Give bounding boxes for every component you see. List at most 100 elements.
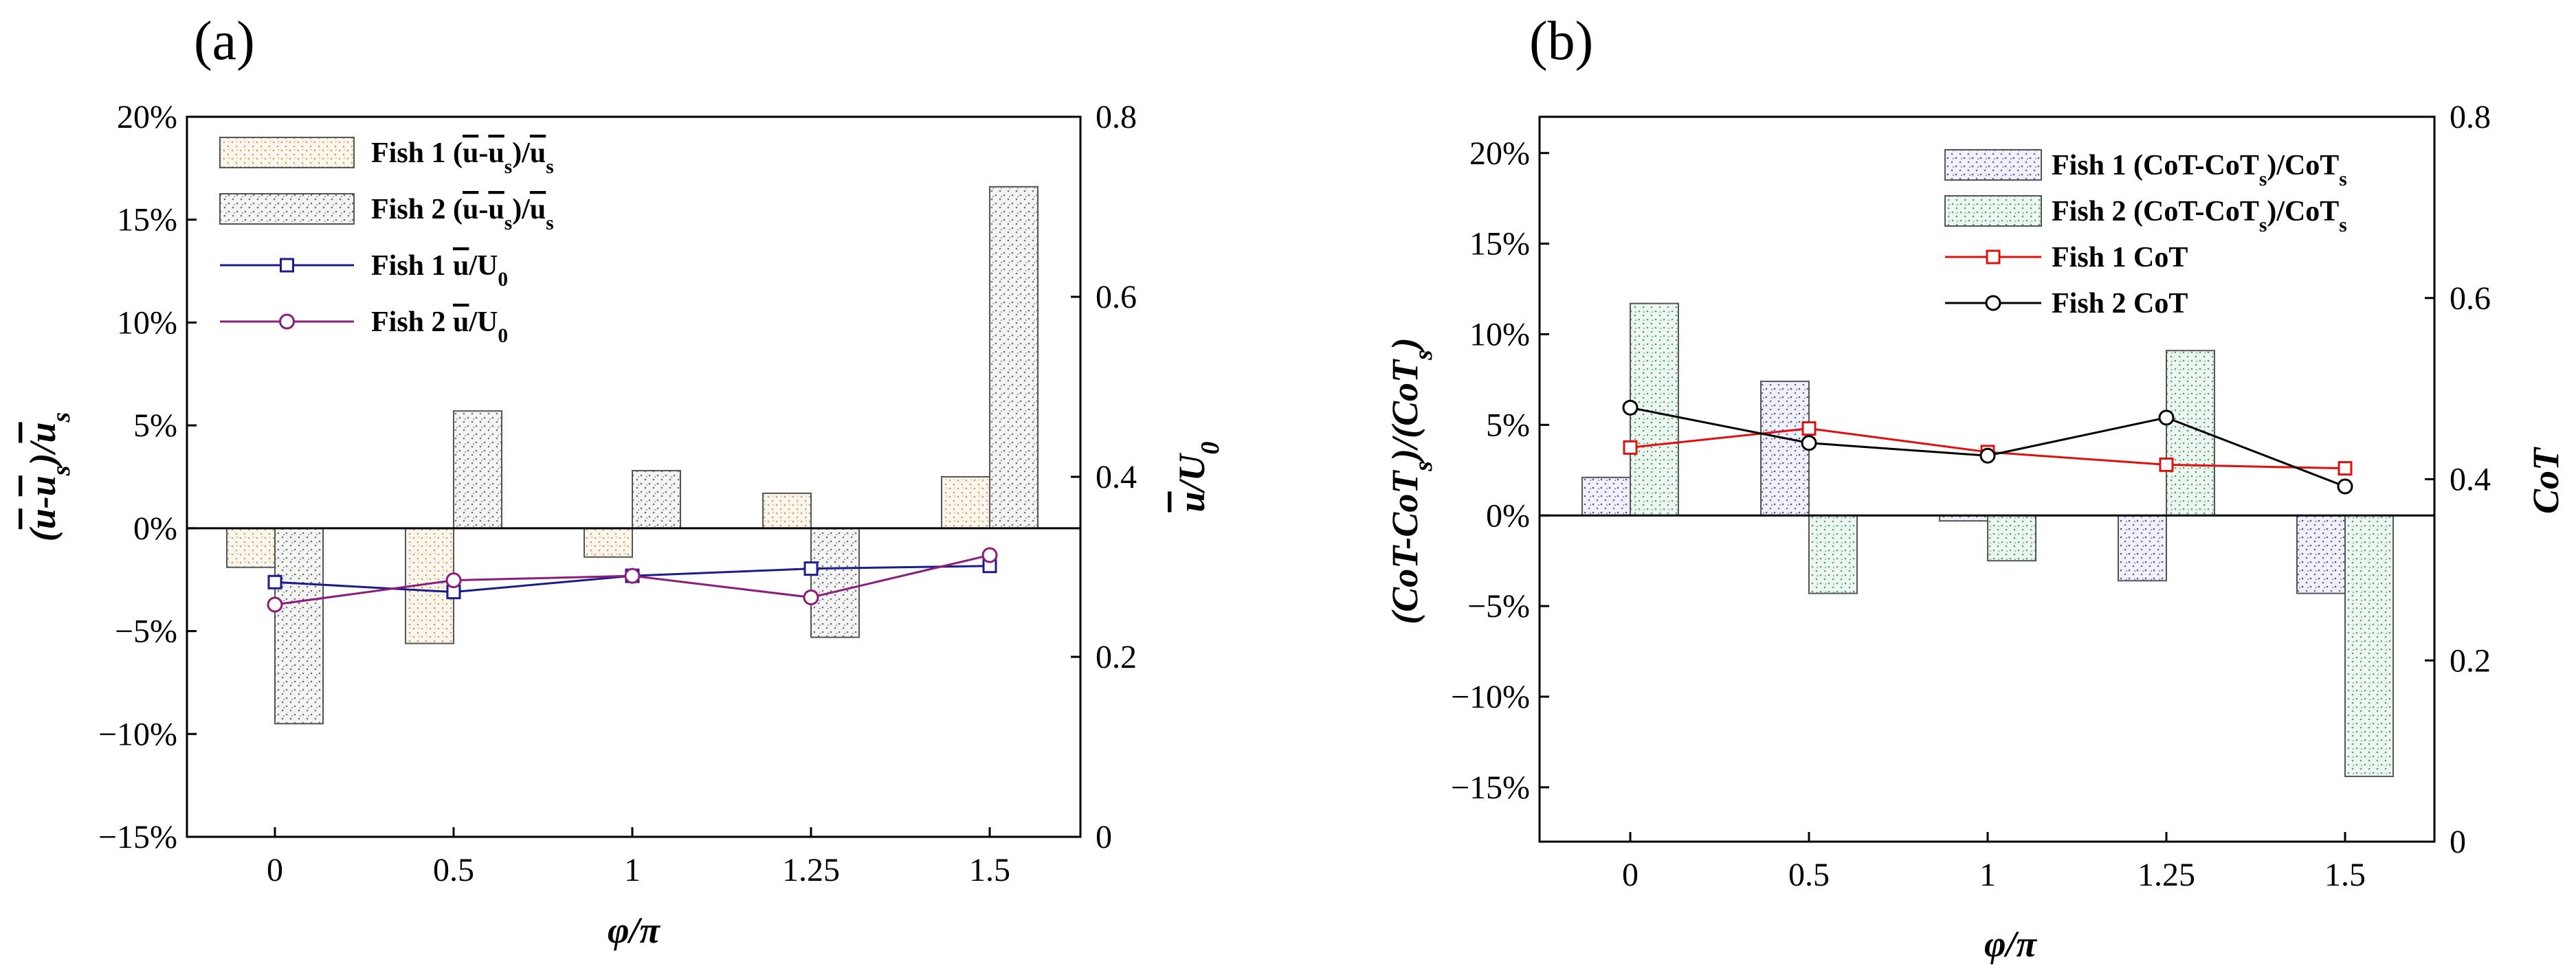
a-ylabel-text-part: u <box>22 422 63 442</box>
panel-b-y-ticks: 20% 15% 10% 5% 0% −5% −10% −15% <box>1451 135 1549 806</box>
panel-a-y-axis-title: (u-us)/us <box>22 412 76 542</box>
a-legend-label-part: )/ <box>512 194 531 225</box>
a-legend-label-part: u <box>530 194 546 225</box>
b-legend-item-4: Fish 2 CoT <box>1945 288 2188 319</box>
b-ytick-label: 15% <box>1469 226 1530 262</box>
a-ylabel-text-part: u <box>22 508 63 529</box>
a-legend-label-part: /U <box>468 306 498 338</box>
b-bar-series2-1_5 <box>2344 515 2394 778</box>
b-ytick-label: 0% <box>1486 497 1530 534</box>
panel-a-y2-ticks: 0.8 0.6 0.4 0.2 0 <box>1071 99 1137 855</box>
panel-a-y2-axis-title: u/U0 <box>1171 441 1225 512</box>
panel-a-label: (a) <box>194 11 255 71</box>
b-xtick-label: 0 <box>1622 857 1639 893</box>
a-legend-label-part: - <box>478 194 488 225</box>
a-legend-label-part: u <box>463 194 478 225</box>
panel-a-bars <box>226 186 1039 725</box>
a-xtick-label: 1 <box>624 852 641 888</box>
a-bar-series1-1_25 <box>762 492 812 529</box>
b-legend-item-3: Fish 1 CoT <box>1945 242 2188 273</box>
a-xtick-label: 1.5 <box>969 852 1010 888</box>
b-ylabel-text-part: )/(CoT <box>1384 359 1425 464</box>
a-ytick-label: 15% <box>117 202 177 238</box>
a-bar-series1-0 <box>226 527 276 568</box>
a-line2-point-1_25 <box>803 589 819 606</box>
a-legend-label-part: s <box>546 212 553 234</box>
a-legend-label: Fish 1 u/U0 <box>371 250 508 291</box>
b-ylabel-text: (CoT-CoTs)/(CoTs) <box>1384 337 1438 624</box>
a-legend-label: Fish 2 (u-us)/us <box>371 194 554 234</box>
b-legend-label-part: s <box>2259 214 2267 236</box>
panel-b-y-axis-title: (CoT-CoTs)/(CoTs) <box>1384 337 1438 624</box>
b-line1-point-1_25 <box>2159 457 2174 472</box>
a-legend-item-3: Fish 1 u/U0 <box>220 250 508 291</box>
a-legend-item-2: Fish 2 (u-us)/us <box>219 193 554 234</box>
b-legend-label-part: )/CoT <box>2267 196 2339 227</box>
a-xtick-label: 0 <box>267 852 283 888</box>
b-line2-point-0 <box>1622 399 1639 416</box>
a-ytick-label: 10% <box>117 304 177 341</box>
a-xtick-label: 1.25 <box>782 852 840 888</box>
a-legend-label-part: s <box>546 156 553 178</box>
a-line2-point-0 <box>267 596 283 613</box>
a-ytick-label: −15% <box>98 819 177 855</box>
a-y2label-text-part: u <box>1171 491 1212 512</box>
b-y2label-text: CoT <box>2525 447 2566 514</box>
b-line2-point-0_5 <box>1801 435 1817 451</box>
panel-a-lines <box>267 547 998 613</box>
a-legend-label-part: u <box>488 194 504 225</box>
a-legend-label-part: Fish 2 ( <box>371 194 463 225</box>
a-y2label-text-part: 0 <box>1196 441 1225 454</box>
a-legend-label-part: - <box>478 137 488 169</box>
a-y2label-text: u/U0 <box>1171 441 1225 512</box>
panel-b-bars <box>1581 302 2394 778</box>
a-ytick-label: 0% <box>133 510 177 547</box>
b-bar-series1-1_25 <box>2118 515 2167 582</box>
a-line2-point-0_5 <box>445 572 462 589</box>
panel-a-y-ticks: 20% 15% 10% 5% 0% −5% −10% −15% <box>98 99 197 855</box>
b-y2tick-label: 0.4 <box>2450 462 2491 498</box>
panel-a-x-ticks: 0 0.5 1 1.25 1.5 <box>267 827 1010 888</box>
b-legend-label-part: Fish 2 CoT <box>2052 288 2188 319</box>
a-legend-label-part: s <box>504 156 512 178</box>
panel-b-x-ticks: 0 0.5 1 1.25 1.5 <box>1622 832 2366 893</box>
panel-b-label: (b) <box>1529 11 1593 71</box>
a-ylabel-text-part: s <box>47 412 76 423</box>
a-ytick-label: −10% <box>98 716 177 752</box>
panel-a: (a) 20%15%10%5%0%−5%−10%−15% 0.80.60.40.… <box>22 11 1225 951</box>
a-legend-label: Fish 1 (u-us)/us <box>371 137 554 178</box>
a-ytick-label: 5% <box>133 407 177 444</box>
b-ylabel-text-part: s <box>1409 350 1438 361</box>
b-y2tick-label: 0.8 <box>2450 99 2491 135</box>
a-legend-swatch <box>219 137 355 168</box>
a-ylabel-text-part: s <box>47 465 76 476</box>
a-legend-label-part: u <box>453 306 469 338</box>
b-legend-label-part: )/CoT <box>2267 150 2339 181</box>
a-ylabel-text-part: )/ <box>22 440 63 469</box>
b-bar-series1-0_5 <box>1760 381 1810 517</box>
b-legend-marker <box>1985 295 2001 311</box>
panel-b-y2-ticks: 0.8 0.6 0.4 0.2 0 <box>2425 99 2491 860</box>
b-ytick-label: 10% <box>1469 317 1530 353</box>
a-legend-item-1: Fish 1 (u-us)/us <box>219 137 554 178</box>
a-ytick-label: −5% <box>115 614 177 650</box>
a-y2tick-label: 0.8 <box>1096 99 1137 135</box>
a-bar-series2-1 <box>632 470 681 529</box>
a-bar-series2-0 <box>274 527 324 725</box>
b-ytick-label: −15% <box>1451 770 1530 806</box>
b-legend-label-part: Fish 2 (CoT-CoT <box>2052 196 2259 227</box>
b-bar-series1-0 <box>1581 476 1631 517</box>
a-y2tick-label: 0.2 <box>1096 639 1137 675</box>
a-legend-label-part: )/ <box>512 137 531 169</box>
a-legend-label-part: u <box>453 250 469 282</box>
a-xtick-label: 0.5 <box>433 852 474 888</box>
a-legend-label-part: 0 <box>498 325 508 347</box>
b-legend-label: Fish 1 CoT <box>2052 242 2188 273</box>
a-y2tick-label: 0 <box>1096 819 1112 855</box>
b-ytick-label: −10% <box>1451 679 1530 715</box>
b-legend-label-part: s <box>2339 214 2346 236</box>
a-bar-series2-1_25 <box>810 527 860 638</box>
a-line1-point-1_25 <box>803 561 819 576</box>
